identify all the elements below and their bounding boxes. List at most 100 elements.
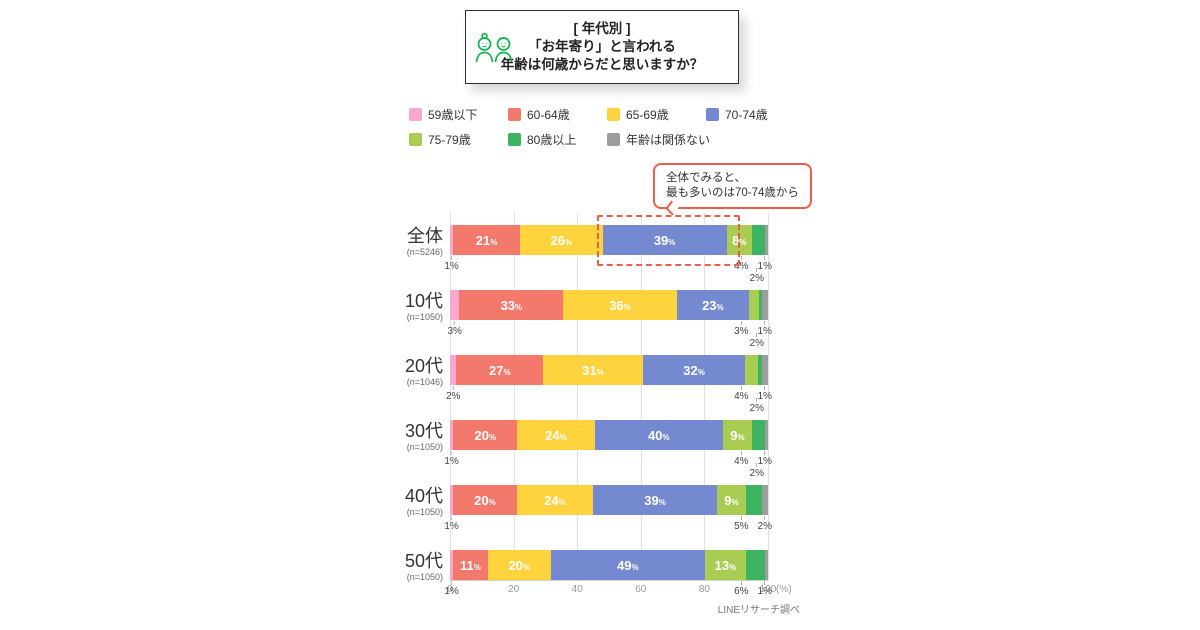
- row-sample-size: (n=1050): [406, 312, 443, 322]
- stacked-bar: 21% 26% 39% 8%: [450, 225, 768, 255]
- below-label: 1%: [758, 321, 772, 337]
- stacked-bar: 27% 31% 32%: [450, 355, 768, 385]
- row-name: 50代: [404, 551, 443, 571]
- title-line-1: 「お年寄り」と言われる: [528, 39, 676, 54]
- bar-segment: [450, 550, 454, 580]
- chart-title-box: [ 年代別 ] 「お年寄り」と言われる 年齢は何歳からだと思いますか？: [465, 10, 739, 84]
- segment-value-label: 36%: [609, 297, 631, 313]
- title-bracket-line: [ 年代別 ]: [573, 21, 631, 36]
- bar-segment: [758, 355, 762, 385]
- bar-segment: [450, 355, 457, 385]
- annotation-line-1: 全体でみると、: [666, 172, 747, 184]
- segment-value-label: 26%: [550, 232, 573, 248]
- bar-segment: [749, 290, 759, 320]
- bar-segment: [450, 225, 454, 255]
- legend-label: 59歳以下: [428, 108, 478, 122]
- segment-value-label: 31%: [582, 362, 604, 378]
- legend-item: 65-69歳: [607, 106, 706, 123]
- segment-value-label: 39%: [653, 232, 676, 248]
- x-axis-tick-label: 60: [635, 584, 647, 595]
- segment-value-label: 11%: [460, 557, 481, 573]
- legend-row-2: 75-79歳 80歳以上 年齢は関係ない: [409, 131, 710, 148]
- bar-segment: 13%: [705, 550, 746, 580]
- below-labels-right-line1: 3% 1%: [734, 321, 772, 337]
- row-label: 全体 (n=5246): [328, 227, 443, 258]
- below-labels-right-line1: 4% 1%: [734, 386, 772, 402]
- legend-swatch: [706, 108, 719, 121]
- bar-segment: [764, 550, 768, 580]
- below-label: 2%: [750, 398, 764, 414]
- bar-segment: 32%: [642, 355, 746, 385]
- below-label: 4%: [734, 386, 748, 402]
- below-labels-right-line2: 2%: [750, 463, 764, 479]
- row-label: 40代 (n=1050): [328, 487, 443, 518]
- legend-label: 60-64歳: [527, 108, 570, 122]
- row-label: 10代 (n=1050): [328, 292, 443, 323]
- bar-segment: 23%: [676, 290, 750, 320]
- legend-swatch: [508, 108, 521, 121]
- grandma-icon: [475, 32, 494, 63]
- grandpa-icon: [494, 37, 513, 63]
- below-labels-right-line1: 4% 1%: [734, 451, 772, 467]
- below-label: 2%: [750, 333, 764, 349]
- below-label: 2%: [750, 268, 764, 284]
- segment-value-label: 27%: [488, 362, 511, 378]
- below-labels-right-line2: 2%: [750, 268, 764, 284]
- bar-segment: 39%: [593, 485, 718, 515]
- bar-segment: [450, 420, 454, 450]
- stacked-bar: 11% 20% 49% 13%: [450, 550, 768, 580]
- segment-value-label: 13%: [714, 557, 737, 573]
- segment-value-label: 9%: [730, 427, 745, 443]
- bar-segment: [761, 290, 768, 320]
- legend-label: 80歳以上: [527, 133, 577, 147]
- segment-value-label: 8%: [732, 232, 747, 248]
- legend-item: 59歳以下: [409, 106, 508, 123]
- below-label: 4%: [734, 256, 748, 272]
- bar-segment: 33%: [459, 290, 564, 320]
- bar-segment: 31%: [543, 355, 643, 385]
- annotation-line-2: 最も多いのは70-74歳から: [666, 187, 799, 199]
- bar-segment: [764, 225, 768, 255]
- row-sample-size: (n=1050): [406, 507, 443, 517]
- below-label: 5%: [734, 516, 748, 532]
- bar-segment: [745, 550, 765, 580]
- row-sample-size: (n=1046): [406, 377, 443, 387]
- below-label: 1%: [758, 386, 772, 402]
- below-label-left: 1%: [444, 516, 458, 532]
- annotation-callout: 全体でみると、 最も多いのは70-74歳から: [653, 163, 812, 209]
- bar-segment: 39%: [602, 225, 727, 255]
- segment-value-label: 21%: [475, 232, 498, 248]
- segment-value-label: 49%: [617, 557, 639, 573]
- bar-segment: 21%: [453, 225, 520, 255]
- legend-item: 年齢は関係ない: [607, 131, 710, 148]
- bar-segment: 20%: [487, 550, 551, 580]
- below-label: 1%: [758, 581, 772, 597]
- below-label: 4%: [734, 451, 748, 467]
- row-sample-size: (n=1050): [406, 572, 443, 582]
- row-label: 20代 (n=1046): [328, 356, 443, 388]
- x-axis-line: [450, 580, 769, 581]
- below-label: 3%: [734, 321, 748, 337]
- below-label: 1%: [758, 451, 772, 467]
- x-axis-tick-label: 40: [571, 584, 583, 595]
- stacked-bar: 33% 36% 23%: [450, 290, 768, 320]
- below-labels-right-line1: 6% 1%: [734, 581, 772, 597]
- row-sample-size: (n=5246): [406, 247, 443, 257]
- segment-value-label: 33%: [500, 297, 523, 313]
- gridline: [513, 213, 515, 581]
- title-line-2: 年齢は何歳からだと思いますか？: [500, 57, 704, 72]
- bar-segment: 26%: [519, 225, 603, 255]
- bar-segment: [764, 420, 768, 450]
- legend-row-1: 59歳以下 60-64歳 65-69歳 70-74歳: [409, 106, 805, 123]
- legend-swatch: [508, 133, 521, 146]
- bar-segment: 20%: [453, 485, 517, 515]
- legend-item: 75-79歳: [409, 131, 508, 148]
- below-label: 2%: [750, 463, 764, 479]
- highlight-dashed-box: [597, 215, 740, 266]
- bar-segment: 9%: [717, 485, 746, 515]
- row-name: 20代: [404, 356, 443, 376]
- segment-value-label: 39%: [644, 492, 666, 508]
- legend-swatch: [607, 108, 620, 121]
- legend-item: 70-74歳: [706, 106, 805, 123]
- row-label: 30代 (n=1050): [328, 422, 443, 453]
